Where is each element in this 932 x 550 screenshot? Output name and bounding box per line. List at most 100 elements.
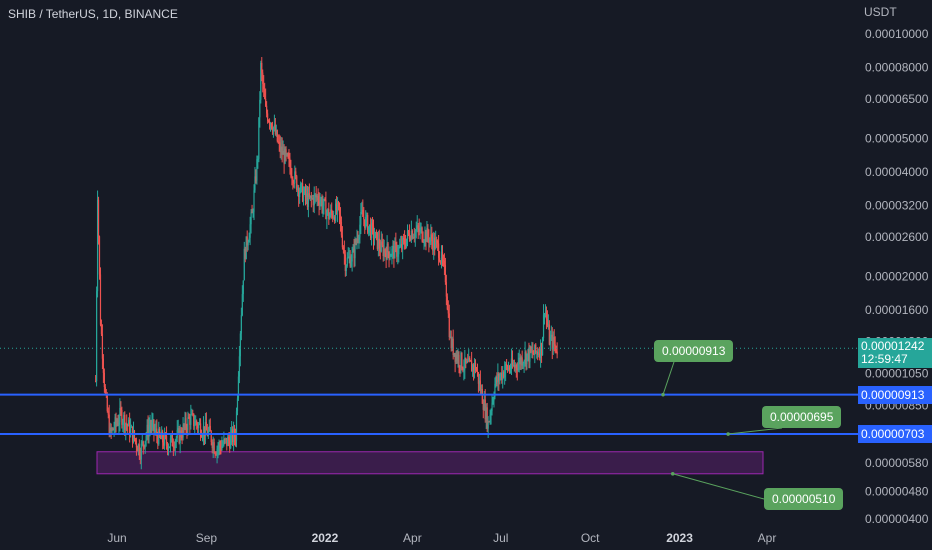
candle-body [474,362,477,371]
candle-body [342,247,344,251]
candle-body [134,438,137,441]
candle-body [415,229,417,232]
candle-body [228,437,230,441]
candle-body [554,344,556,346]
candle-body [514,364,516,368]
candle-body [200,436,203,438]
candle-body [164,433,166,446]
candle-body [524,351,526,361]
candle-body [493,396,495,401]
candle-body [424,231,426,242]
candle-body [263,83,265,90]
candle-body [372,225,375,240]
candle-body [296,176,298,191]
time-tick-label: 2022 [312,531,339,545]
candle-body [266,113,269,122]
candle-body [284,149,286,164]
candle-body [224,438,226,440]
candle-body [117,422,119,425]
candle-body [344,254,346,272]
candle-body [328,209,330,220]
candle-body [135,440,138,448]
candle-body [403,238,405,240]
candle-body [540,343,542,358]
candle-body [552,337,554,350]
candle-body [414,231,416,237]
candle-body [145,435,147,441]
candle-body [520,357,522,365]
candle-body [123,415,125,423]
candle-body [427,228,429,237]
candle-body [349,256,351,267]
candle-body [513,365,515,368]
price-callout-label[interactable]: 0.00000510 [764,488,844,510]
candle-body [378,238,380,249]
candle-body [313,194,315,206]
candle-body [337,202,340,204]
candle-body [108,414,110,435]
candle-body [382,244,384,257]
candle-body [354,240,356,259]
candle-body [353,248,355,259]
price-callout-label[interactable]: 0.00000695 [762,406,842,428]
candle-body [293,182,295,184]
candle-body [97,199,100,237]
candle-body [465,357,467,364]
candle-body [244,248,246,260]
candle-body [516,368,518,371]
candle-body [417,225,419,229]
candle-body [165,435,168,444]
price-axis-background [858,0,932,550]
candle-body [530,346,532,352]
callout-connector [728,427,783,435]
candle-body [399,246,401,248]
candle-body [537,351,539,355]
callout-connector [672,473,765,500]
candle-body [177,428,179,431]
candle-body [171,434,173,447]
candle-body [156,428,158,436]
candle-body [214,452,216,455]
candle-body [282,150,284,155]
candle-body [335,203,338,212]
candle-body [370,222,373,238]
candle-body [351,252,353,262]
candle-body [286,153,288,155]
candle-body [511,358,514,366]
candle-body [196,421,198,425]
candle-body [449,336,451,338]
candle-body [182,424,184,438]
candle-body [270,123,273,129]
candle-body [451,338,453,349]
time-tick-label: Apr [758,531,777,545]
candle-body [469,358,471,361]
candle-body [139,455,141,460]
price-tick-label: 0.00003200 [865,199,929,213]
candle-body [155,428,157,431]
candle-body [356,238,358,243]
candle-body [535,344,537,352]
candle-body [542,314,545,338]
support-zone[interactable] [96,451,764,475]
candle-body [368,226,370,233]
candle-body [529,346,531,362]
price-tick-label: 0.00000400 [865,512,929,526]
candle-body [162,431,164,443]
candle-body [444,264,447,283]
candle-body [460,352,462,368]
candle-body [512,365,515,367]
candle-body [259,99,261,118]
candle-body [163,442,165,446]
candle-body [548,324,550,345]
candle-body [280,146,282,153]
candle-body [376,232,378,250]
price-callout-label[interactable]: 0.00000913 [654,340,734,362]
candle-body [127,424,129,427]
candle-body [254,176,256,191]
candle-body [434,237,436,249]
candle-body [192,413,194,415]
candle-body [508,367,511,371]
candle-body [219,443,221,447]
